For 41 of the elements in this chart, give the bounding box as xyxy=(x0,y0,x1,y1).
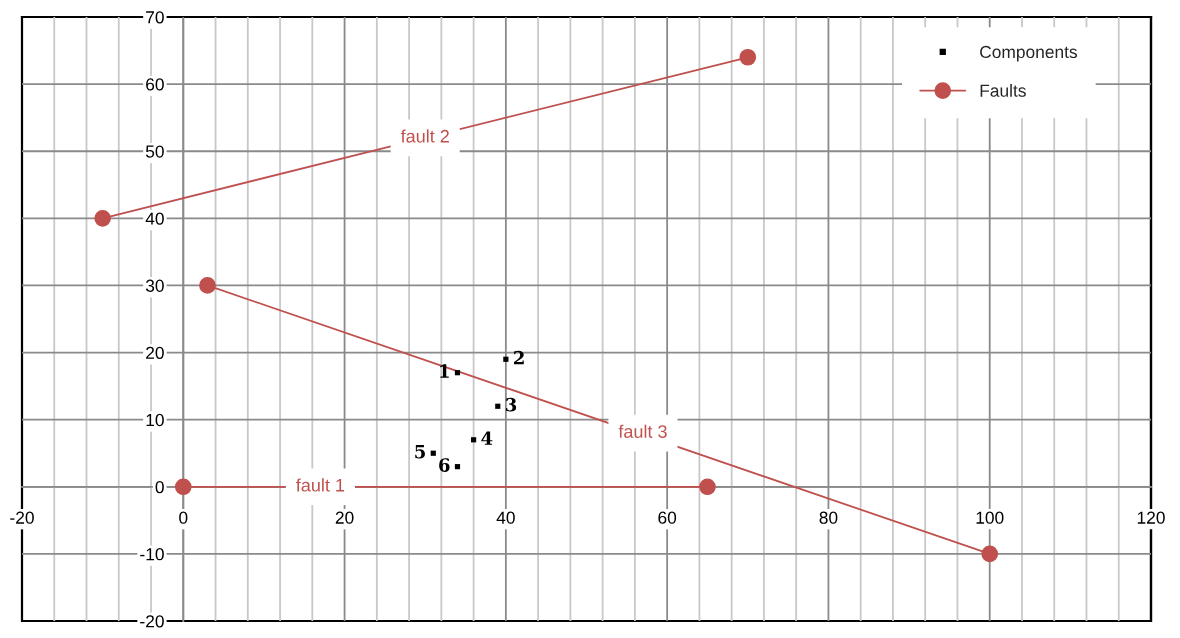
y-tick-label: -20 xyxy=(140,615,164,628)
point xyxy=(699,478,716,496)
annotation: 1 xyxy=(440,364,449,378)
x-tick-label: 20 xyxy=(335,511,354,524)
annotation: 5 xyxy=(415,445,425,459)
point xyxy=(739,48,757,66)
point xyxy=(503,356,509,362)
x-tick-label: 80 xyxy=(819,511,838,524)
point xyxy=(174,478,192,496)
point xyxy=(454,464,461,470)
point xyxy=(94,209,111,227)
legend-label: Components xyxy=(980,45,1078,62)
x-tick-label: 0 xyxy=(179,511,188,524)
x-tick-label: 40 xyxy=(496,511,515,524)
point xyxy=(454,370,461,376)
y-tick-label: 70 xyxy=(146,11,164,24)
legend-label: Faults xyxy=(980,84,1026,97)
y-tick-label: 20 xyxy=(146,346,164,360)
annotation: 2 xyxy=(514,350,524,365)
annotation: 4 xyxy=(481,431,493,445)
point xyxy=(430,450,436,456)
y-tick-label: 10 xyxy=(146,413,164,427)
y-tick-label: -10 xyxy=(140,548,164,561)
annotation: fault 1 xyxy=(296,478,345,492)
annotation: fault 3 xyxy=(618,424,667,438)
y-tick-label: 30 xyxy=(145,279,164,292)
annotation: 6 xyxy=(439,458,450,472)
annotation: fault 2 xyxy=(400,129,449,143)
y-tick-label: 0 xyxy=(155,480,164,494)
x-tick-label: 60 xyxy=(658,511,677,524)
y-tick-label: 50 xyxy=(145,145,164,158)
point xyxy=(471,437,477,443)
x-tick-label: 100 xyxy=(976,511,1004,524)
point xyxy=(981,545,999,563)
x-tick-label: -20 xyxy=(10,511,34,524)
x-tick-label: 120 xyxy=(1137,511,1165,524)
y-tick-label: 40 xyxy=(145,212,164,225)
point xyxy=(199,277,216,294)
y-tick-label: 60 xyxy=(146,78,164,91)
annotation: 3 xyxy=(506,397,517,412)
point xyxy=(495,403,501,409)
